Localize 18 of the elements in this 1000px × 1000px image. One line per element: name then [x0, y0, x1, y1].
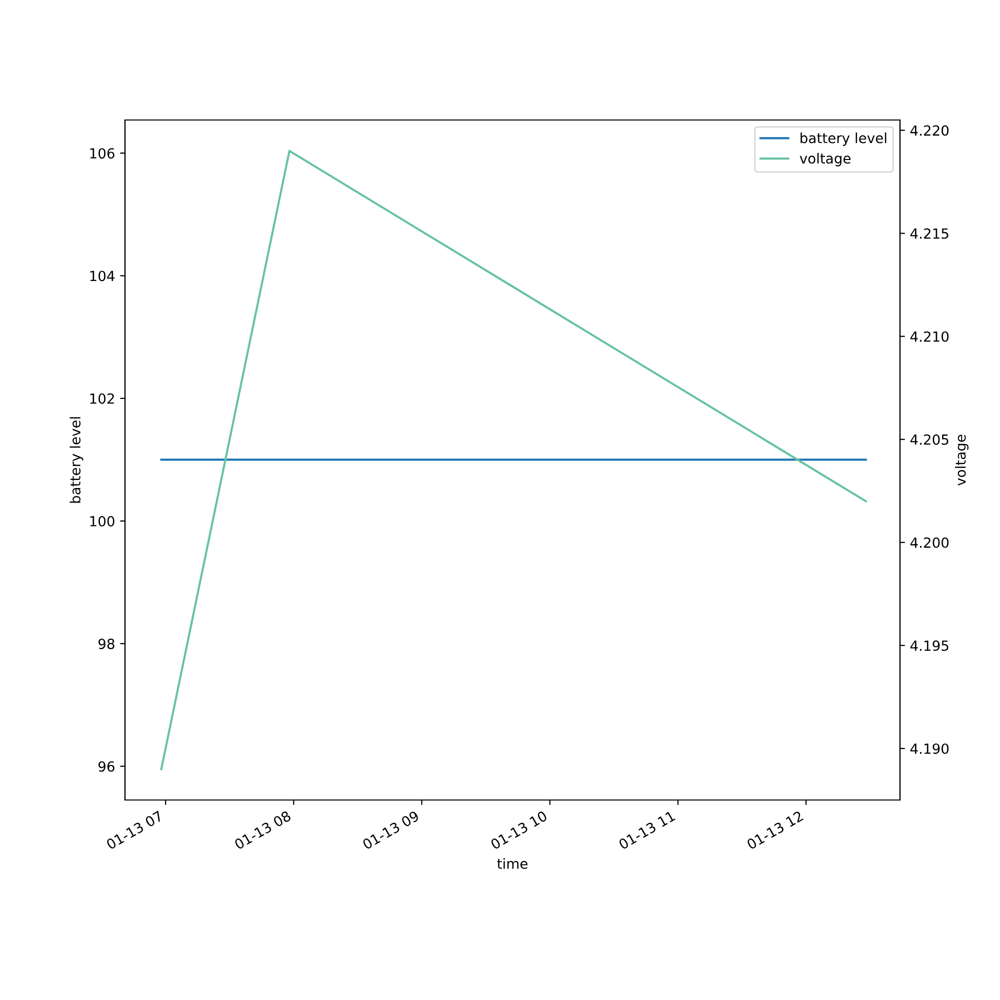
y-tick-label: 98 — [98, 638, 114, 650]
y2-tick-label: 4.215 — [910, 228, 948, 239]
y2-tick-label: 4.220 — [910, 125, 949, 136]
y-tick-label: 104 — [90, 270, 114, 282]
y-axis-title: battery level — [70, 417, 84, 503]
y2-tick-label: 4.210 — [910, 331, 949, 342]
y-tick-label: 106 — [90, 148, 114, 159]
y2-tick-label: 4.190 — [910, 743, 949, 754]
y2-tick-label: 4.205 — [910, 434, 948, 445]
y-tick-label: 102 — [90, 393, 114, 404]
legend-label: voltage — [800, 152, 851, 166]
y-tick-label: 100 — [90, 516, 114, 526]
y2-tick-label: 4.200 — [910, 537, 949, 548]
x-axis-title: time — [497, 858, 528, 869]
y2-axis-title: voltage — [955, 434, 968, 486]
y-tick-label: 96 — [98, 761, 114, 772]
y2-tick-label: 4.195 — [910, 640, 948, 651]
legend-label: battery level — [800, 132, 886, 146]
